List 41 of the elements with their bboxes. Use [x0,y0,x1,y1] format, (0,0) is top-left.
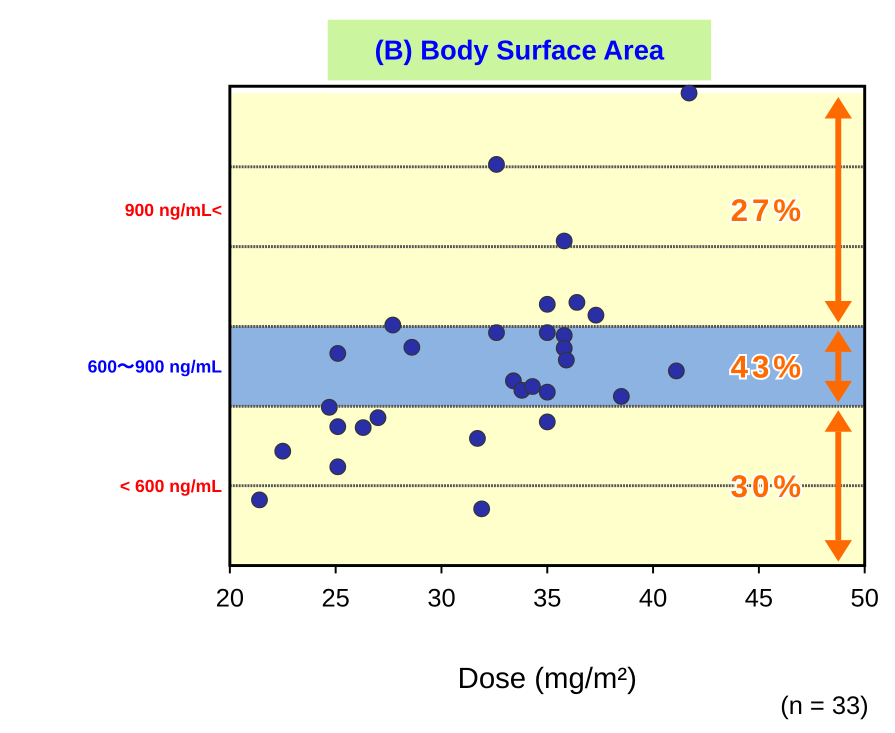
x-tick-label: 35 [533,584,562,613]
point [680,84,698,102]
point [488,156,505,173]
x-tick-label: 20 [216,584,244,613]
point [538,414,556,430]
point [251,491,268,508]
x-axis-title: Dose (mg/m²) [458,662,637,695]
x-tick-label: 40 [638,584,668,613]
x-tick-label: 25 [322,584,350,613]
band-label: 900 ng/mL< [124,200,222,220]
point [384,316,402,334]
point [473,500,490,518]
point [538,296,556,313]
chart-title: (B) Body Surface Area [374,34,665,66]
point [588,306,604,324]
point [370,409,386,426]
x-tick-label: 50 [850,584,879,613]
point [612,388,630,405]
annotation: 43% [730,349,806,384]
point [538,384,556,401]
point [469,430,486,447]
text: (n = 33) [780,692,869,720]
point [488,324,505,342]
point [568,294,586,311]
point [556,232,573,250]
annotation: 27% [730,192,806,228]
point [329,345,346,362]
point [354,419,372,436]
band-label: < 600 ng/mL [120,476,222,496]
point [320,398,338,416]
point [538,324,556,342]
point [524,378,541,395]
point [329,458,346,476]
x-tick-label: 30 [427,584,456,613]
point [403,338,420,356]
point [558,352,575,368]
point [668,362,685,380]
point [329,418,346,436]
x-tick-label: 45 [744,584,774,613]
band-label: 600〜900 ng/mL [88,356,222,377]
point [274,442,292,460]
